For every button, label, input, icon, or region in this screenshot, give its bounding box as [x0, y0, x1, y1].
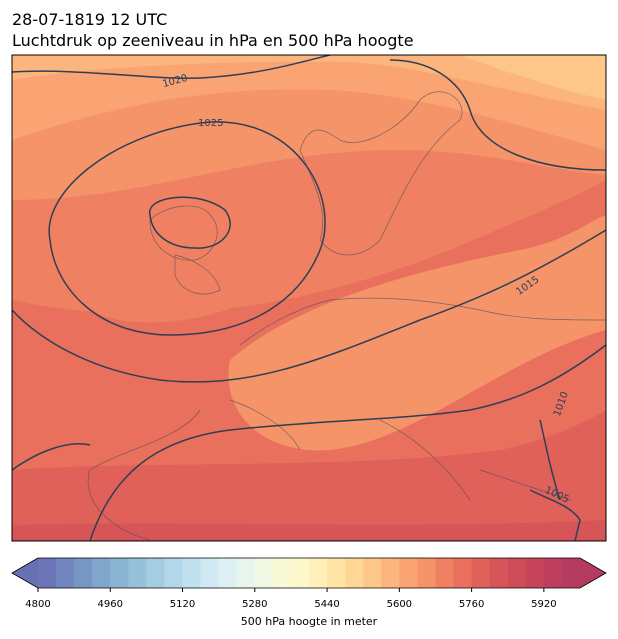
colorbar-tick-label: 4960 [98, 599, 123, 610]
colorbar-tick-label: 4800 [25, 599, 50, 610]
colorbar-swatch [110, 558, 129, 588]
colorbar-swatch [327, 558, 346, 588]
colorbar-swatch [543, 558, 563, 588]
colorbar-swatch [290, 558, 310, 588]
colorbar-swatch [182, 558, 202, 588]
colorbar-swatch [309, 558, 328, 588]
map-frame [11, 54, 607, 542]
colorbar-tick-label: 5440 [314, 599, 339, 610]
colorbar-swatch [363, 558, 382, 588]
colorbar-tick-label: 5760 [459, 599, 484, 610]
colorbar-swatch [489, 558, 509, 588]
colorbar-swatch [74, 558, 93, 588]
colorbar-swatch [345, 558, 364, 588]
colorbar-swatch [218, 558, 238, 588]
colorbar-swatch [38, 558, 57, 588]
colorbar-over [580, 558, 606, 588]
colorbar-swatch [254, 558, 274, 588]
map [12, 55, 606, 541]
colorbar-tick-label: 5920 [531, 599, 556, 610]
colorbar-swatch [417, 558, 436, 588]
band [12, 410, 606, 541]
colorbar-swatch [435, 558, 455, 588]
colorbar-swatch [381, 558, 400, 588]
colorbar: 4800 4960 5120 5280 5440 5600 5760 5920 [11, 557, 607, 610]
colorbar-swatch [453, 558, 473, 588]
colorbar-swatch [525, 558, 545, 588]
colorbar-swatch [164, 558, 184, 588]
band [460, 55, 606, 100]
colorbar-under [12, 558, 38, 588]
colorbar-frame [11, 557, 607, 589]
band [12, 55, 606, 150]
colorbar-tick-label: 5120 [170, 599, 195, 610]
colorbar-tick-label: 5280 [242, 599, 267, 610]
colorbar-swatch [92, 558, 111, 588]
colorbar-swatch [272, 558, 292, 588]
band [12, 520, 606, 541]
colorbar-swatch [399, 558, 418, 588]
isobar-label: 1025 [198, 118, 223, 129]
colorbar-swatch [507, 558, 527, 588]
band [79, 183, 307, 323]
band [228, 215, 606, 451]
title: 28-07-1819 12 UTC [12, 10, 167, 29]
colorbar-swatch [146, 558, 165, 588]
colorbar-swatch [200, 558, 220, 588]
band [12, 55, 606, 110]
colorbar-swatch [236, 558, 256, 588]
colorbar-label: 500 hPa hoogte in meter [241, 615, 378, 628]
colorbar-tick-label: 5600 [387, 599, 412, 610]
colorbar-swatch [561, 558, 581, 588]
colorbar-swatch [128, 558, 147, 588]
colorbar-swatch [56, 558, 75, 588]
subtitle: Luchtdruk op zeeniveau in hPa en 500 hPa… [12, 31, 414, 50]
colorbar-swatch [471, 558, 491, 588]
